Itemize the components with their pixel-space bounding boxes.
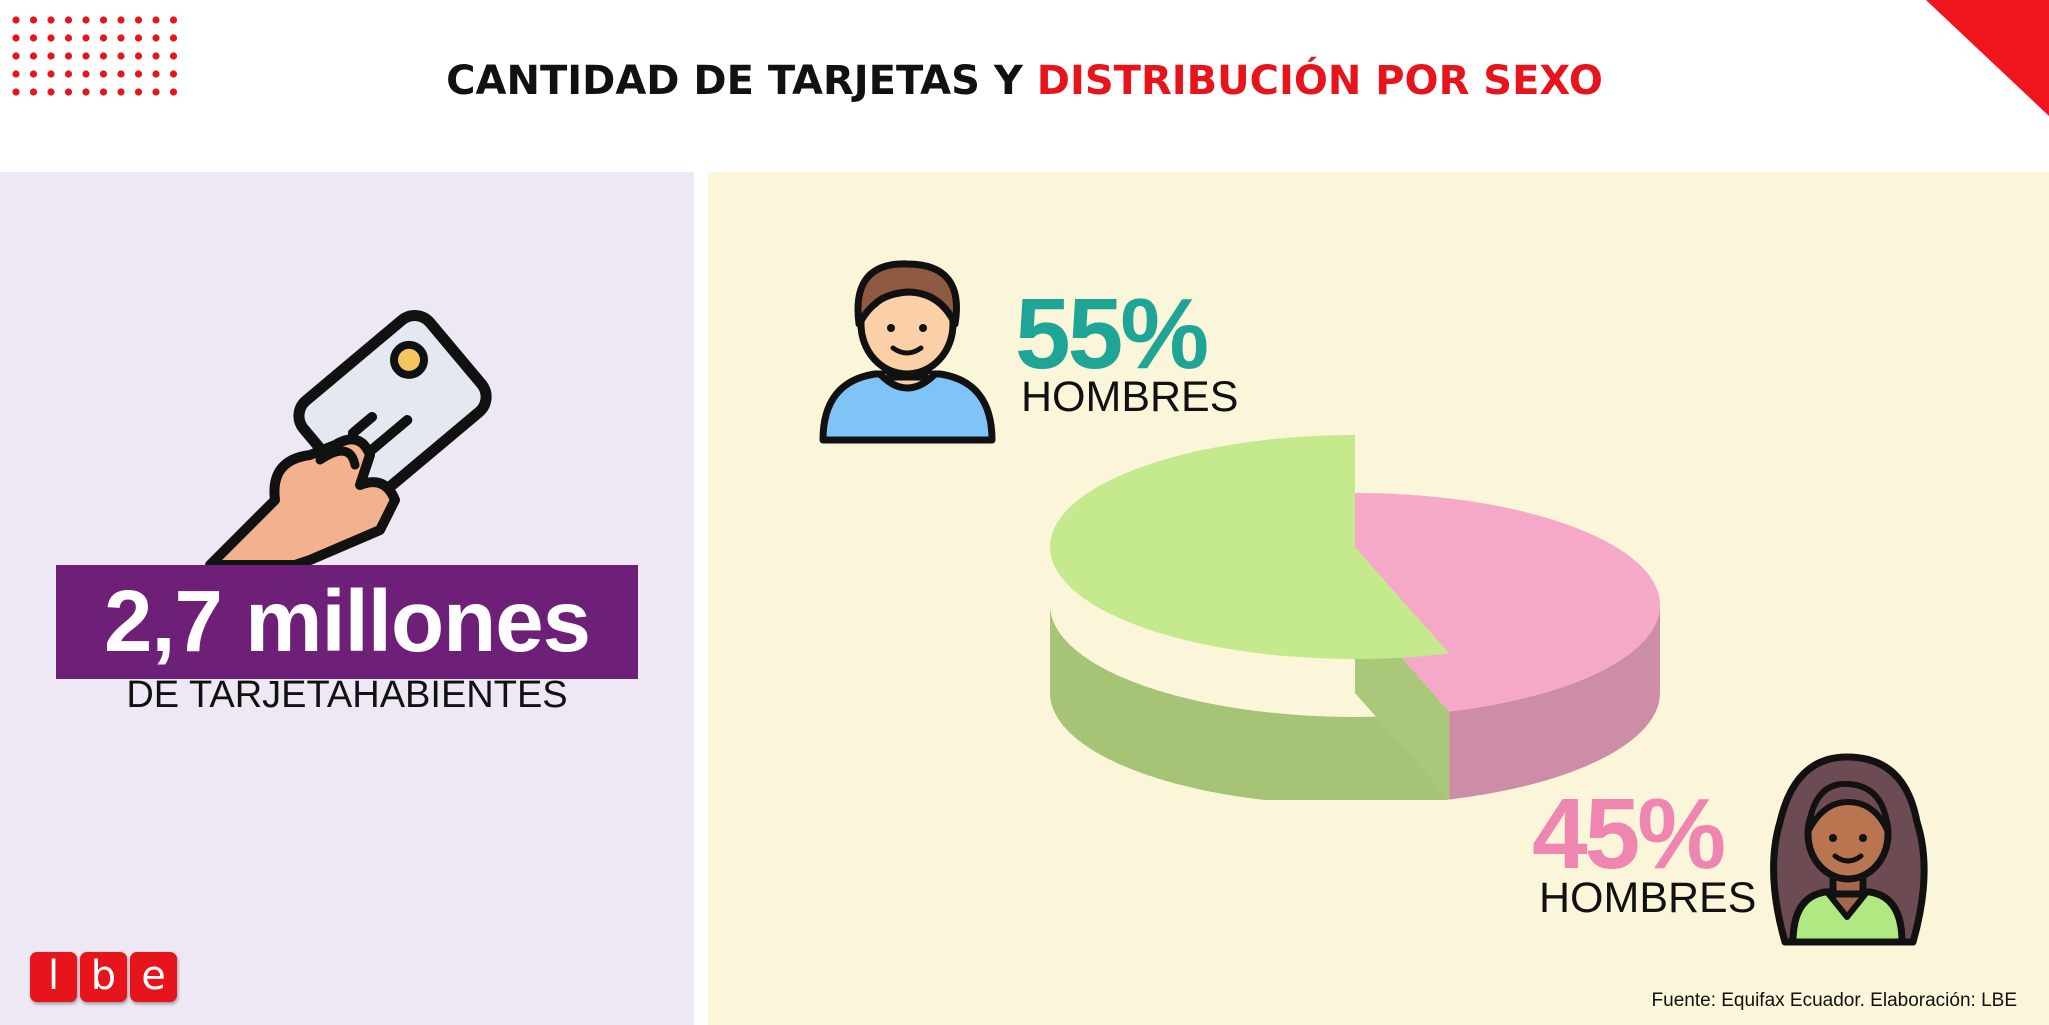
decoration-dot bbox=[134, 16, 143, 24]
women-percentage: 45% bbox=[1532, 778, 1726, 890]
dot-grid-decoration bbox=[12, 16, 178, 96]
decoration-dot bbox=[117, 16, 125, 24]
total-cardholders-label: DE TARJETAHABIENTES bbox=[126, 674, 568, 716]
title-part-1: CANTIDAD DE TARJETAS Y bbox=[446, 58, 1037, 104]
decoration-dot bbox=[64, 88, 73, 96]
decoration-dot bbox=[99, 52, 108, 60]
decoration-dot bbox=[82, 70, 90, 78]
decoration-dot bbox=[117, 70, 125, 78]
corner-triangle bbox=[1926, 0, 2049, 116]
decoration-dot bbox=[99, 34, 108, 42]
decoration-dot bbox=[47, 16, 55, 24]
title-part-2: DISTRIBUCIÓN POR SEXO bbox=[1036, 58, 1603, 104]
decoration-dot bbox=[64, 34, 73, 42]
decoration-dot bbox=[47, 88, 55, 96]
decoration-dot bbox=[117, 52, 125, 60]
decoration-dot bbox=[134, 52, 143, 60]
decoration-dot bbox=[12, 52, 20, 60]
decoration-dot bbox=[134, 70, 143, 78]
decoration-dot bbox=[99, 16, 108, 24]
decoration-dot bbox=[29, 88, 38, 96]
decoration-dot bbox=[12, 34, 20, 42]
man-avatar-icon bbox=[819, 260, 996, 444]
decoration-dot bbox=[169, 70, 178, 78]
decoration-dot bbox=[152, 52, 160, 60]
decoration-dot bbox=[99, 70, 108, 78]
decoration-dot bbox=[82, 88, 90, 96]
men-percentage: 55% bbox=[1015, 278, 1209, 390]
decoration-dot bbox=[82, 16, 90, 24]
hand-card-icon bbox=[205, 310, 492, 570]
source-note: Fuente: Equifax Ecuador. Elaboración: LB… bbox=[1651, 990, 2017, 1011]
decoration-dot bbox=[82, 52, 90, 60]
decoration-dot bbox=[82, 34, 90, 42]
decoration-dot bbox=[169, 88, 178, 96]
decoration-dot bbox=[169, 34, 178, 42]
decoration-dot bbox=[29, 34, 38, 42]
decoration-dot bbox=[152, 16, 160, 24]
decoration-dot bbox=[64, 52, 73, 60]
men-label: HOMBRES bbox=[1021, 373, 1239, 421]
decoration-dot bbox=[169, 16, 178, 24]
logo-letter-l: l bbox=[30, 952, 77, 1002]
logo-letter-e: e bbox=[130, 952, 177, 1002]
decoration-dot bbox=[29, 52, 38, 60]
decoration-dot bbox=[12, 16, 20, 24]
decoration-dot bbox=[47, 34, 55, 42]
decoration-dot bbox=[117, 34, 125, 42]
pie-slice-men bbox=[1050, 435, 1450, 659]
decoration-dot bbox=[169, 52, 178, 60]
decoration-dot bbox=[134, 34, 143, 42]
decoration-dot bbox=[99, 88, 108, 96]
logo-letter-b: b bbox=[80, 952, 127, 1002]
lbe-logo: l b e bbox=[30, 952, 177, 1002]
women-label: HOMBRES bbox=[1539, 874, 1757, 922]
decoration-dot bbox=[152, 88, 160, 96]
woman-avatar-icon bbox=[1770, 753, 1928, 946]
decoration-dot bbox=[64, 70, 73, 78]
decoration-dot bbox=[134, 88, 143, 96]
decoration-dot bbox=[64, 16, 73, 24]
decoration-dot bbox=[12, 70, 20, 78]
decoration-dot bbox=[152, 34, 160, 42]
pie-slice-women bbox=[1355, 493, 1660, 712]
decoration-dot bbox=[29, 16, 38, 24]
decoration-dot bbox=[47, 52, 55, 60]
pie-chart bbox=[1050, 435, 1660, 800]
decoration-dot bbox=[29, 70, 38, 78]
decoration-dot bbox=[117, 88, 125, 96]
pie-slice-side-women bbox=[1449, 605, 1660, 800]
decoration-dot bbox=[47, 70, 55, 78]
page-title: CANTIDAD DE TARJETAS Y DISTRIBUCIÓN POR … bbox=[0, 58, 2049, 104]
decoration-dot bbox=[12, 88, 20, 96]
decoration-dot bbox=[152, 70, 160, 78]
pie-slice-side-men bbox=[1050, 605, 1450, 800]
total-cardholders-value: 2,7 millones bbox=[56, 565, 638, 679]
